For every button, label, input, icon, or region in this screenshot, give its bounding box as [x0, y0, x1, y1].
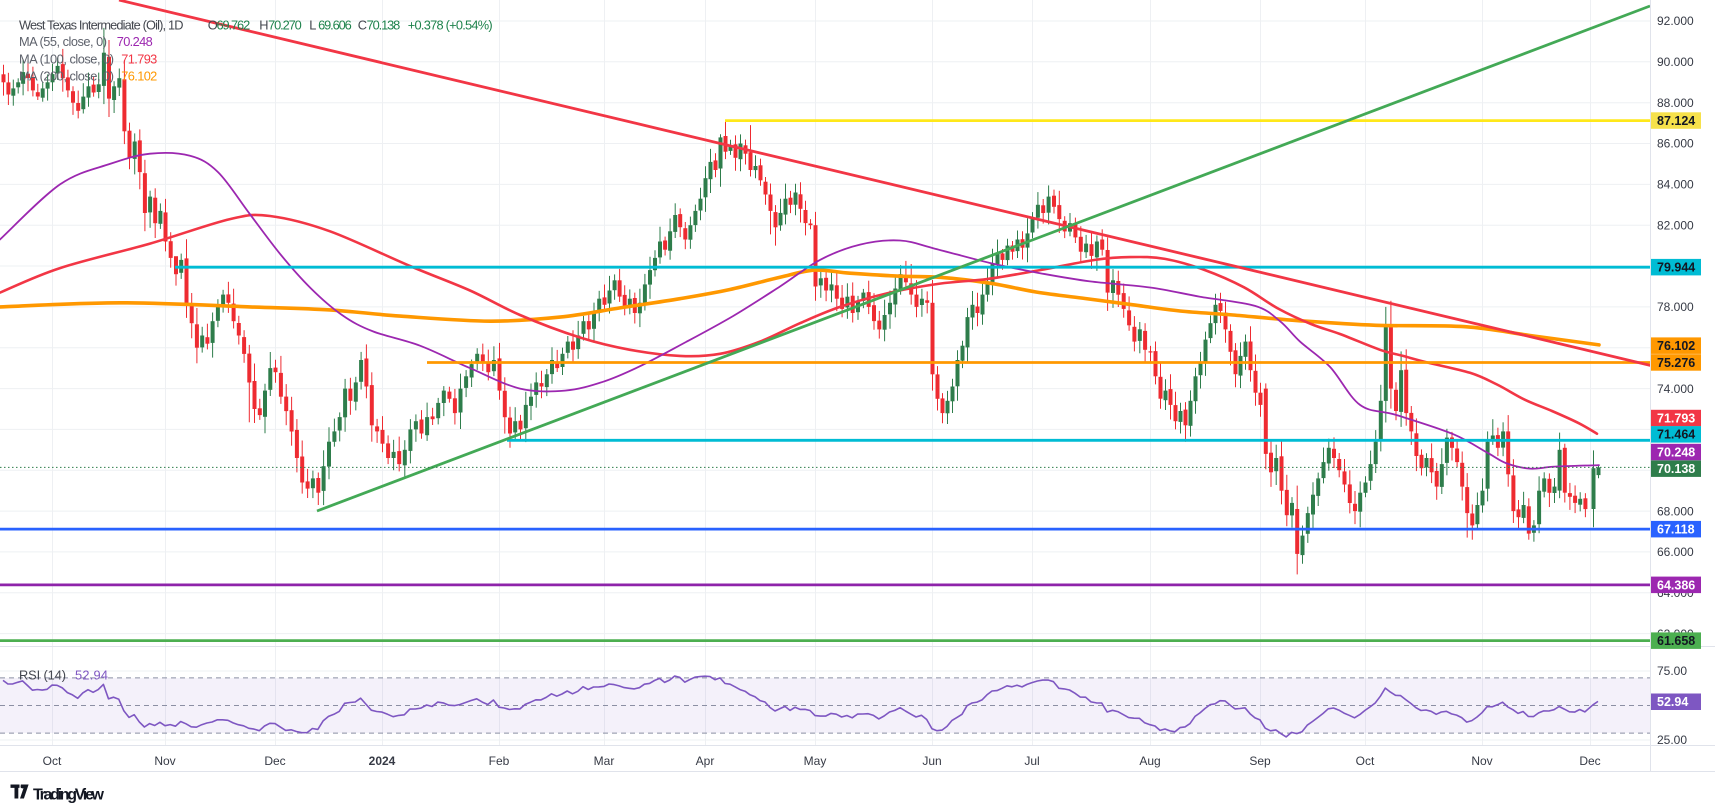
svg-text:H: H	[259, 18, 268, 33]
svg-text:L: L	[309, 18, 316, 33]
svg-text:90.000: 90.000	[1657, 55, 1694, 69]
svg-text:May: May	[804, 754, 827, 768]
svg-text:70.248: 70.248	[117, 34, 153, 49]
svg-text:76.102: 76.102	[1657, 339, 1695, 353]
svg-text:92.000: 92.000	[1657, 14, 1694, 28]
svg-text:West Texas Intermediate (Oil),: West Texas Intermediate (Oil), 1D	[19, 18, 184, 33]
svg-text:70.138: 70.138	[1657, 462, 1695, 476]
svg-text:71.464: 71.464	[1657, 428, 1695, 442]
svg-text:67.118: 67.118	[1657, 523, 1695, 537]
svg-text:86.000: 86.000	[1657, 137, 1694, 151]
svg-text:61.658: 61.658	[1657, 634, 1695, 648]
svg-text:Dec: Dec	[264, 754, 285, 768]
svg-text:Nov: Nov	[154, 754, 175, 768]
svg-text:70.138: 70.138	[367, 18, 401, 33]
svg-text:2024: 2024	[369, 754, 396, 768]
svg-text:TradingView: TradingView	[33, 787, 105, 804]
svg-text:Aug: Aug	[1139, 754, 1160, 768]
svg-text:52.94: 52.94	[75, 668, 108, 683]
svg-text:70.248: 70.248	[1657, 445, 1695, 459]
svg-text:82.000: 82.000	[1657, 218, 1694, 232]
svg-text:75.276: 75.276	[1657, 356, 1695, 370]
svg-text:Dec: Dec	[1579, 754, 1600, 768]
svg-text:MA (55, close, 0): MA (55, close, 0)	[19, 34, 107, 49]
svg-text:O: O	[208, 18, 218, 33]
svg-text:70.270: 70.270	[268, 18, 302, 33]
svg-text:Oct: Oct	[1356, 754, 1375, 768]
svg-text:MA (100, close, 0): MA (100, close, 0)	[19, 51, 114, 66]
svg-text:Sep: Sep	[1249, 754, 1271, 768]
svg-text:Feb: Feb	[489, 754, 510, 768]
svg-text:52.94: 52.94	[1657, 695, 1688, 709]
svg-text:76.102: 76.102	[121, 69, 157, 84]
svg-text:C: C	[358, 18, 367, 33]
svg-text:69.606: 69.606	[318, 18, 352, 33]
svg-text:68.000: 68.000	[1657, 504, 1694, 518]
svg-text:+0.378 (+0.54%): +0.378 (+0.54%)	[408, 18, 493, 33]
svg-text:79.944: 79.944	[1657, 261, 1695, 275]
svg-text:64.386: 64.386	[1657, 578, 1695, 592]
svg-text:Jun: Jun	[922, 754, 941, 768]
svg-text:69.762: 69.762	[217, 18, 251, 33]
svg-text:Jul: Jul	[1024, 754, 1039, 768]
svg-text:71.793: 71.793	[1657, 411, 1695, 425]
svg-text:RSI (14): RSI (14)	[19, 668, 66, 683]
svg-text:88.000: 88.000	[1657, 96, 1694, 110]
svg-text:84.000: 84.000	[1657, 178, 1694, 192]
svg-text:25.00: 25.00	[1657, 733, 1687, 747]
svg-text:87.124: 87.124	[1657, 114, 1695, 128]
svg-text:66.000: 66.000	[1657, 545, 1694, 559]
svg-text:Oct: Oct	[43, 754, 62, 768]
svg-text:75.00: 75.00	[1657, 664, 1687, 678]
svg-text:MA (200, close, 0): MA (200, close, 0)	[19, 69, 114, 84]
svg-text:Mar: Mar	[594, 754, 615, 768]
svg-text:74.000: 74.000	[1657, 382, 1694, 396]
svg-text:Apr: Apr	[696, 754, 715, 768]
svg-text:71.793: 71.793	[121, 51, 157, 66]
svg-text:78.000: 78.000	[1657, 300, 1694, 314]
svg-text:Nov: Nov	[1471, 754, 1492, 768]
